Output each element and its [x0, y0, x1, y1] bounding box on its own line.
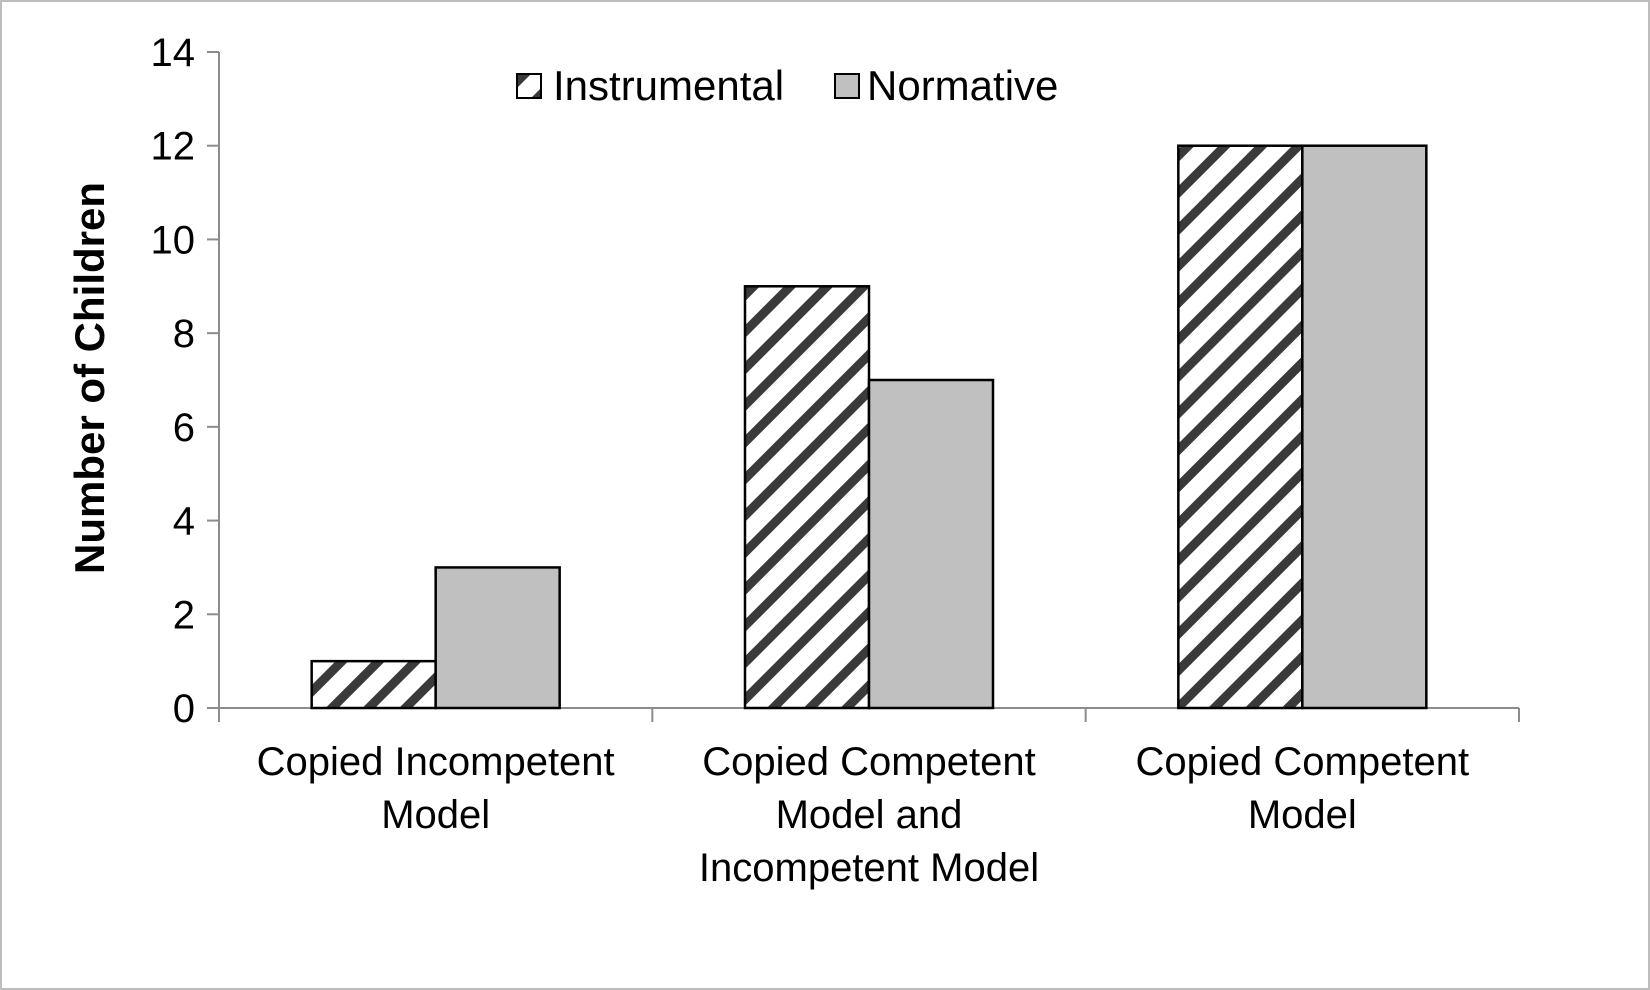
x-category-label: Copied Competent [702, 740, 1036, 784]
x-category-label: Model and [776, 793, 963, 837]
bar-normative-2 [1301, 144, 1428, 710]
x-category-label: Copied Competent [1136, 740, 1470, 784]
y-tick-label: 0 [173, 687, 195, 731]
legend: Instrumental Normative [516, 62, 1058, 109]
bar-instrumental-2 [1177, 144, 1304, 710]
legend-swatch-instrumental [516, 73, 542, 99]
x-category-label: Model [1248, 793, 1357, 837]
y-axis-label: Number of Children [66, 182, 113, 574]
labels: 0 2 4 6 8 10 12 14 Copied Incompetent Model Copied… [151, 31, 1470, 890]
y-tick-label: 2 [173, 593, 195, 637]
y-tick-label: 4 [173, 500, 195, 544]
bar-instrumental-1 [743, 285, 871, 710]
y-tick-label: 14 [151, 31, 196, 75]
legend-swatch-normative [834, 73, 860, 99]
bar-normative-0 [434, 566, 561, 710]
y-tick-label: 8 [173, 312, 195, 356]
bar-instrumental-0 [310, 659, 437, 710]
x-category-label: Incompetent Model [699, 846, 1039, 890]
y-tick-label: 6 [173, 406, 195, 450]
bars [310, 144, 1428, 710]
x-category-label: Model [381, 793, 490, 837]
legend-label-normative: Normative [867, 62, 1058, 109]
bar-normative-1 [867, 378, 995, 710]
legend-label-instrumental: Instrumental [553, 62, 784, 109]
y-tick-label: 12 [151, 125, 196, 169]
y-tick-label: 10 [151, 218, 196, 262]
x-category-label: Copied Incompetent [257, 740, 615, 784]
